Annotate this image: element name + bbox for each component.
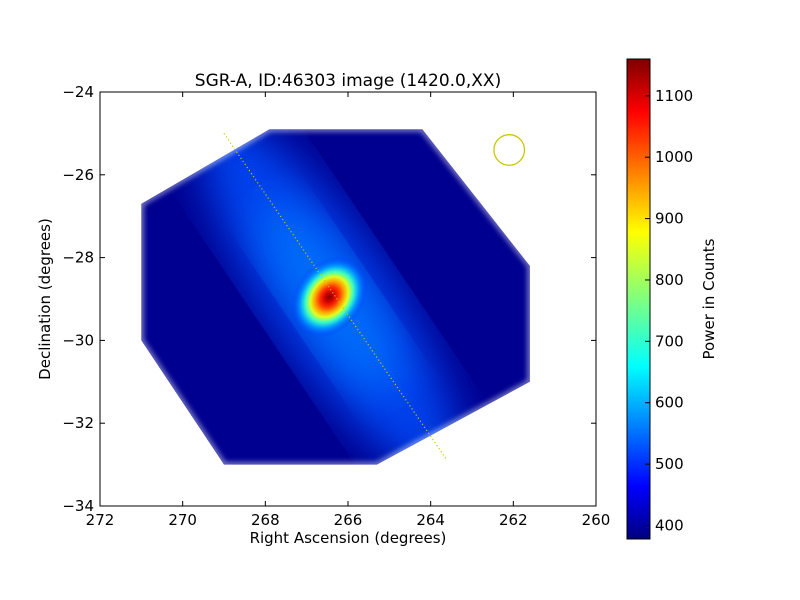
x-axis-ticks: 272 270 268 266 264 262 260 bbox=[86, 92, 611, 529]
source-peak bbox=[291, 256, 368, 338]
y-tick-label: −34 bbox=[62, 497, 94, 515]
colorbar-tick-label: 900 bbox=[655, 210, 684, 228]
x-tick-label: 266 bbox=[334, 511, 363, 529]
x-tick-label: 272 bbox=[86, 511, 115, 529]
scan-line bbox=[223, 133, 448, 461]
y-axis-label: Declination (degrees) bbox=[36, 218, 54, 380]
colorbar-tick-label: 500 bbox=[655, 455, 684, 473]
x-tick-label: 262 bbox=[499, 511, 528, 529]
colorbar-tick-label: 600 bbox=[655, 394, 684, 412]
colorbar-tick-label: 800 bbox=[655, 271, 684, 289]
heatmap-layers bbox=[201, 129, 457, 465]
y-tick-label: −28 bbox=[62, 249, 94, 267]
colorbar-tick-label: 700 bbox=[655, 332, 684, 350]
x-tick-label: 268 bbox=[251, 511, 280, 529]
colorbar-ticks: 400 500 600 700 800 900 1000 1100 bbox=[645, 87, 693, 534]
footprint-edge bbox=[140, 128, 532, 466]
x-tick-label: 260 bbox=[582, 511, 611, 529]
colorbar bbox=[626, 58, 651, 540]
colorbar-label: Power in Counts bbox=[700, 238, 718, 359]
x-tick-label: 270 bbox=[168, 511, 197, 529]
y-tick-label: −24 bbox=[62, 83, 94, 101]
colorbar-tick-label: 1100 bbox=[655, 87, 693, 105]
y-axis-ticks: −34 −32 −30 −28 −26 −24 bbox=[62, 83, 596, 515]
chart-title: SGR-A, ID:46303 image (1420.0,XX) bbox=[195, 71, 501, 91]
y-tick-label: −26 bbox=[62, 166, 94, 184]
colorbar-tick-label: 1000 bbox=[655, 148, 693, 166]
heatmap-image bbox=[140, 128, 532, 466]
colorbar-tick-label: 400 bbox=[655, 516, 684, 534]
x-axis-label: Right Ascension (degrees) bbox=[250, 529, 447, 547]
y-tick-label: −32 bbox=[62, 414, 94, 432]
x-tick-label: 264 bbox=[416, 511, 445, 529]
y-tick-label: −30 bbox=[62, 331, 94, 349]
beam-circle bbox=[493, 134, 526, 166]
